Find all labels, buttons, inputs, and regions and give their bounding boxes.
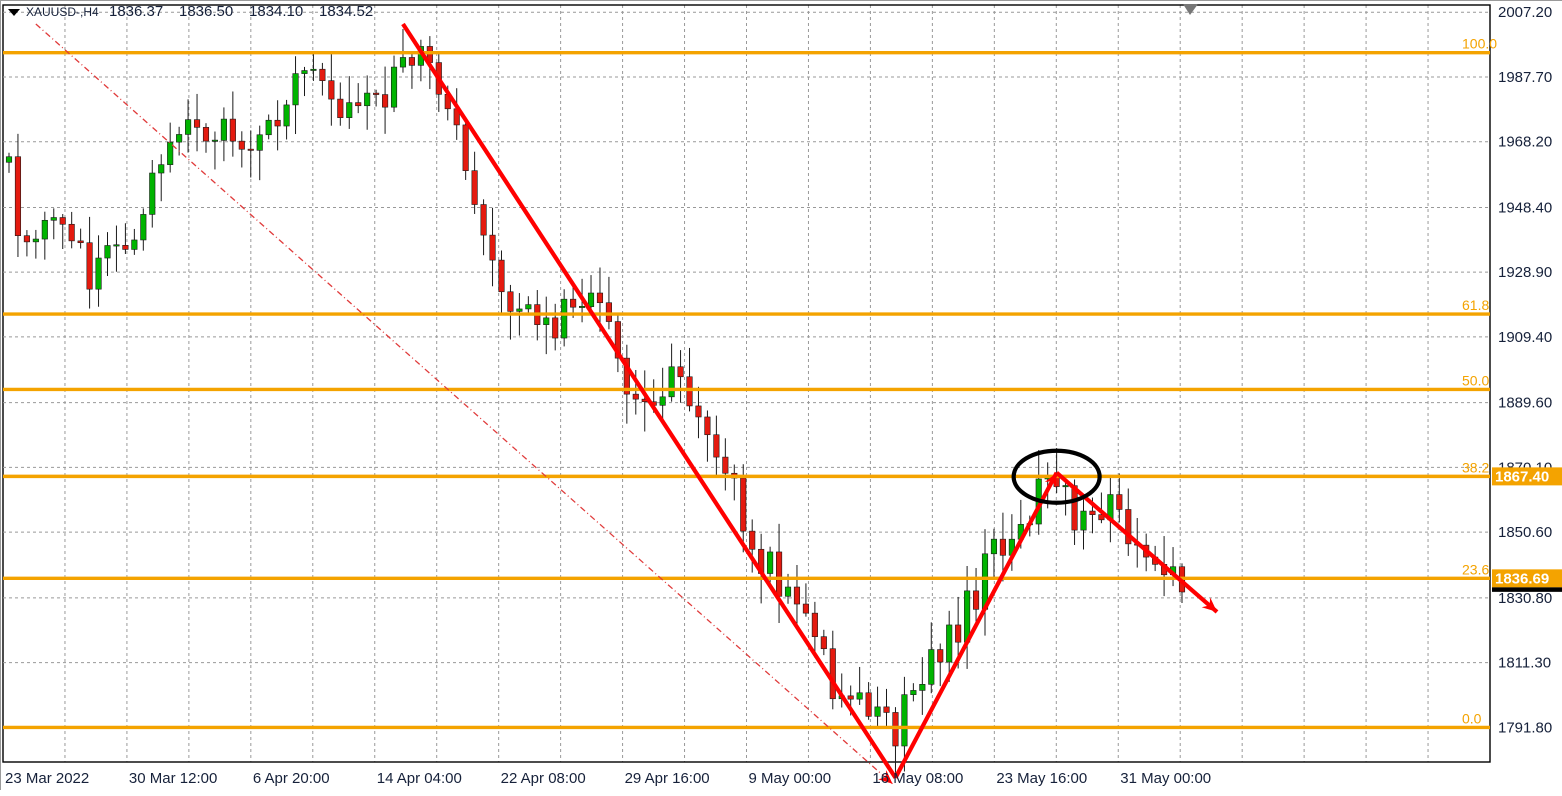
- svg-text:1836.37: 1836.37: [109, 3, 163, 20]
- svg-text:30 Mar 12:00: 30 Mar 12:00: [129, 770, 217, 787]
- svg-text:31 May 00:00: 31 May 00:00: [1120, 770, 1211, 787]
- svg-text:100.0: 100.0: [1462, 36, 1497, 52]
- svg-text:1834.52: 1834.52: [319, 3, 373, 20]
- svg-text:61.8: 61.8: [1462, 297, 1489, 313]
- svg-text:23 Mar 2022: 23 Mar 2022: [5, 770, 89, 787]
- svg-text:1889.60: 1889.60: [1498, 395, 1552, 412]
- svg-text:38.2: 38.2: [1462, 459, 1489, 475]
- svg-text:23.6: 23.6: [1462, 561, 1489, 577]
- svg-text:29 Apr 16:00: 29 Apr 16:00: [625, 770, 710, 787]
- svg-text:16 May 08:00: 16 May 08:00: [872, 770, 963, 787]
- svg-text:1836.50: 1836.50: [179, 3, 233, 20]
- svg-text:1791.80: 1791.80: [1498, 719, 1552, 736]
- svg-text:1867.40: 1867.40: [1495, 468, 1549, 485]
- svg-text:1850.60: 1850.60: [1498, 524, 1552, 541]
- svg-text:1968.20: 1968.20: [1498, 134, 1552, 151]
- svg-text:1987.70: 1987.70: [1498, 69, 1552, 86]
- svg-text:0.0: 0.0: [1462, 710, 1482, 726]
- svg-text:6 Apr 20:00: 6 Apr 20:00: [253, 770, 330, 787]
- svg-text:1948.40: 1948.40: [1498, 199, 1552, 216]
- svg-text:1909.40: 1909.40: [1498, 329, 1552, 346]
- svg-text:50.0: 50.0: [1462, 372, 1489, 388]
- svg-text:22 Apr 08:00: 22 Apr 08:00: [501, 770, 586, 787]
- svg-text:1811.30: 1811.30: [1498, 655, 1551, 672]
- svg-text:2007.20: 2007.20: [1498, 4, 1552, 21]
- svg-text:1830.80: 1830.80: [1498, 590, 1552, 607]
- svg-text:1836.69: 1836.69: [1495, 570, 1549, 587]
- svg-text:XAUUSD-,H4: XAUUSD-,H4: [26, 5, 99, 19]
- svg-text:1928.90: 1928.90: [1498, 264, 1552, 281]
- svg-text:23 May 16:00: 23 May 16:00: [996, 770, 1087, 787]
- svg-text:1834.10: 1834.10: [249, 3, 303, 20]
- svg-text:14 Apr 04:00: 14 Apr 04:00: [377, 770, 462, 787]
- svg-text:9 May 00:00: 9 May 00:00: [749, 770, 832, 787]
